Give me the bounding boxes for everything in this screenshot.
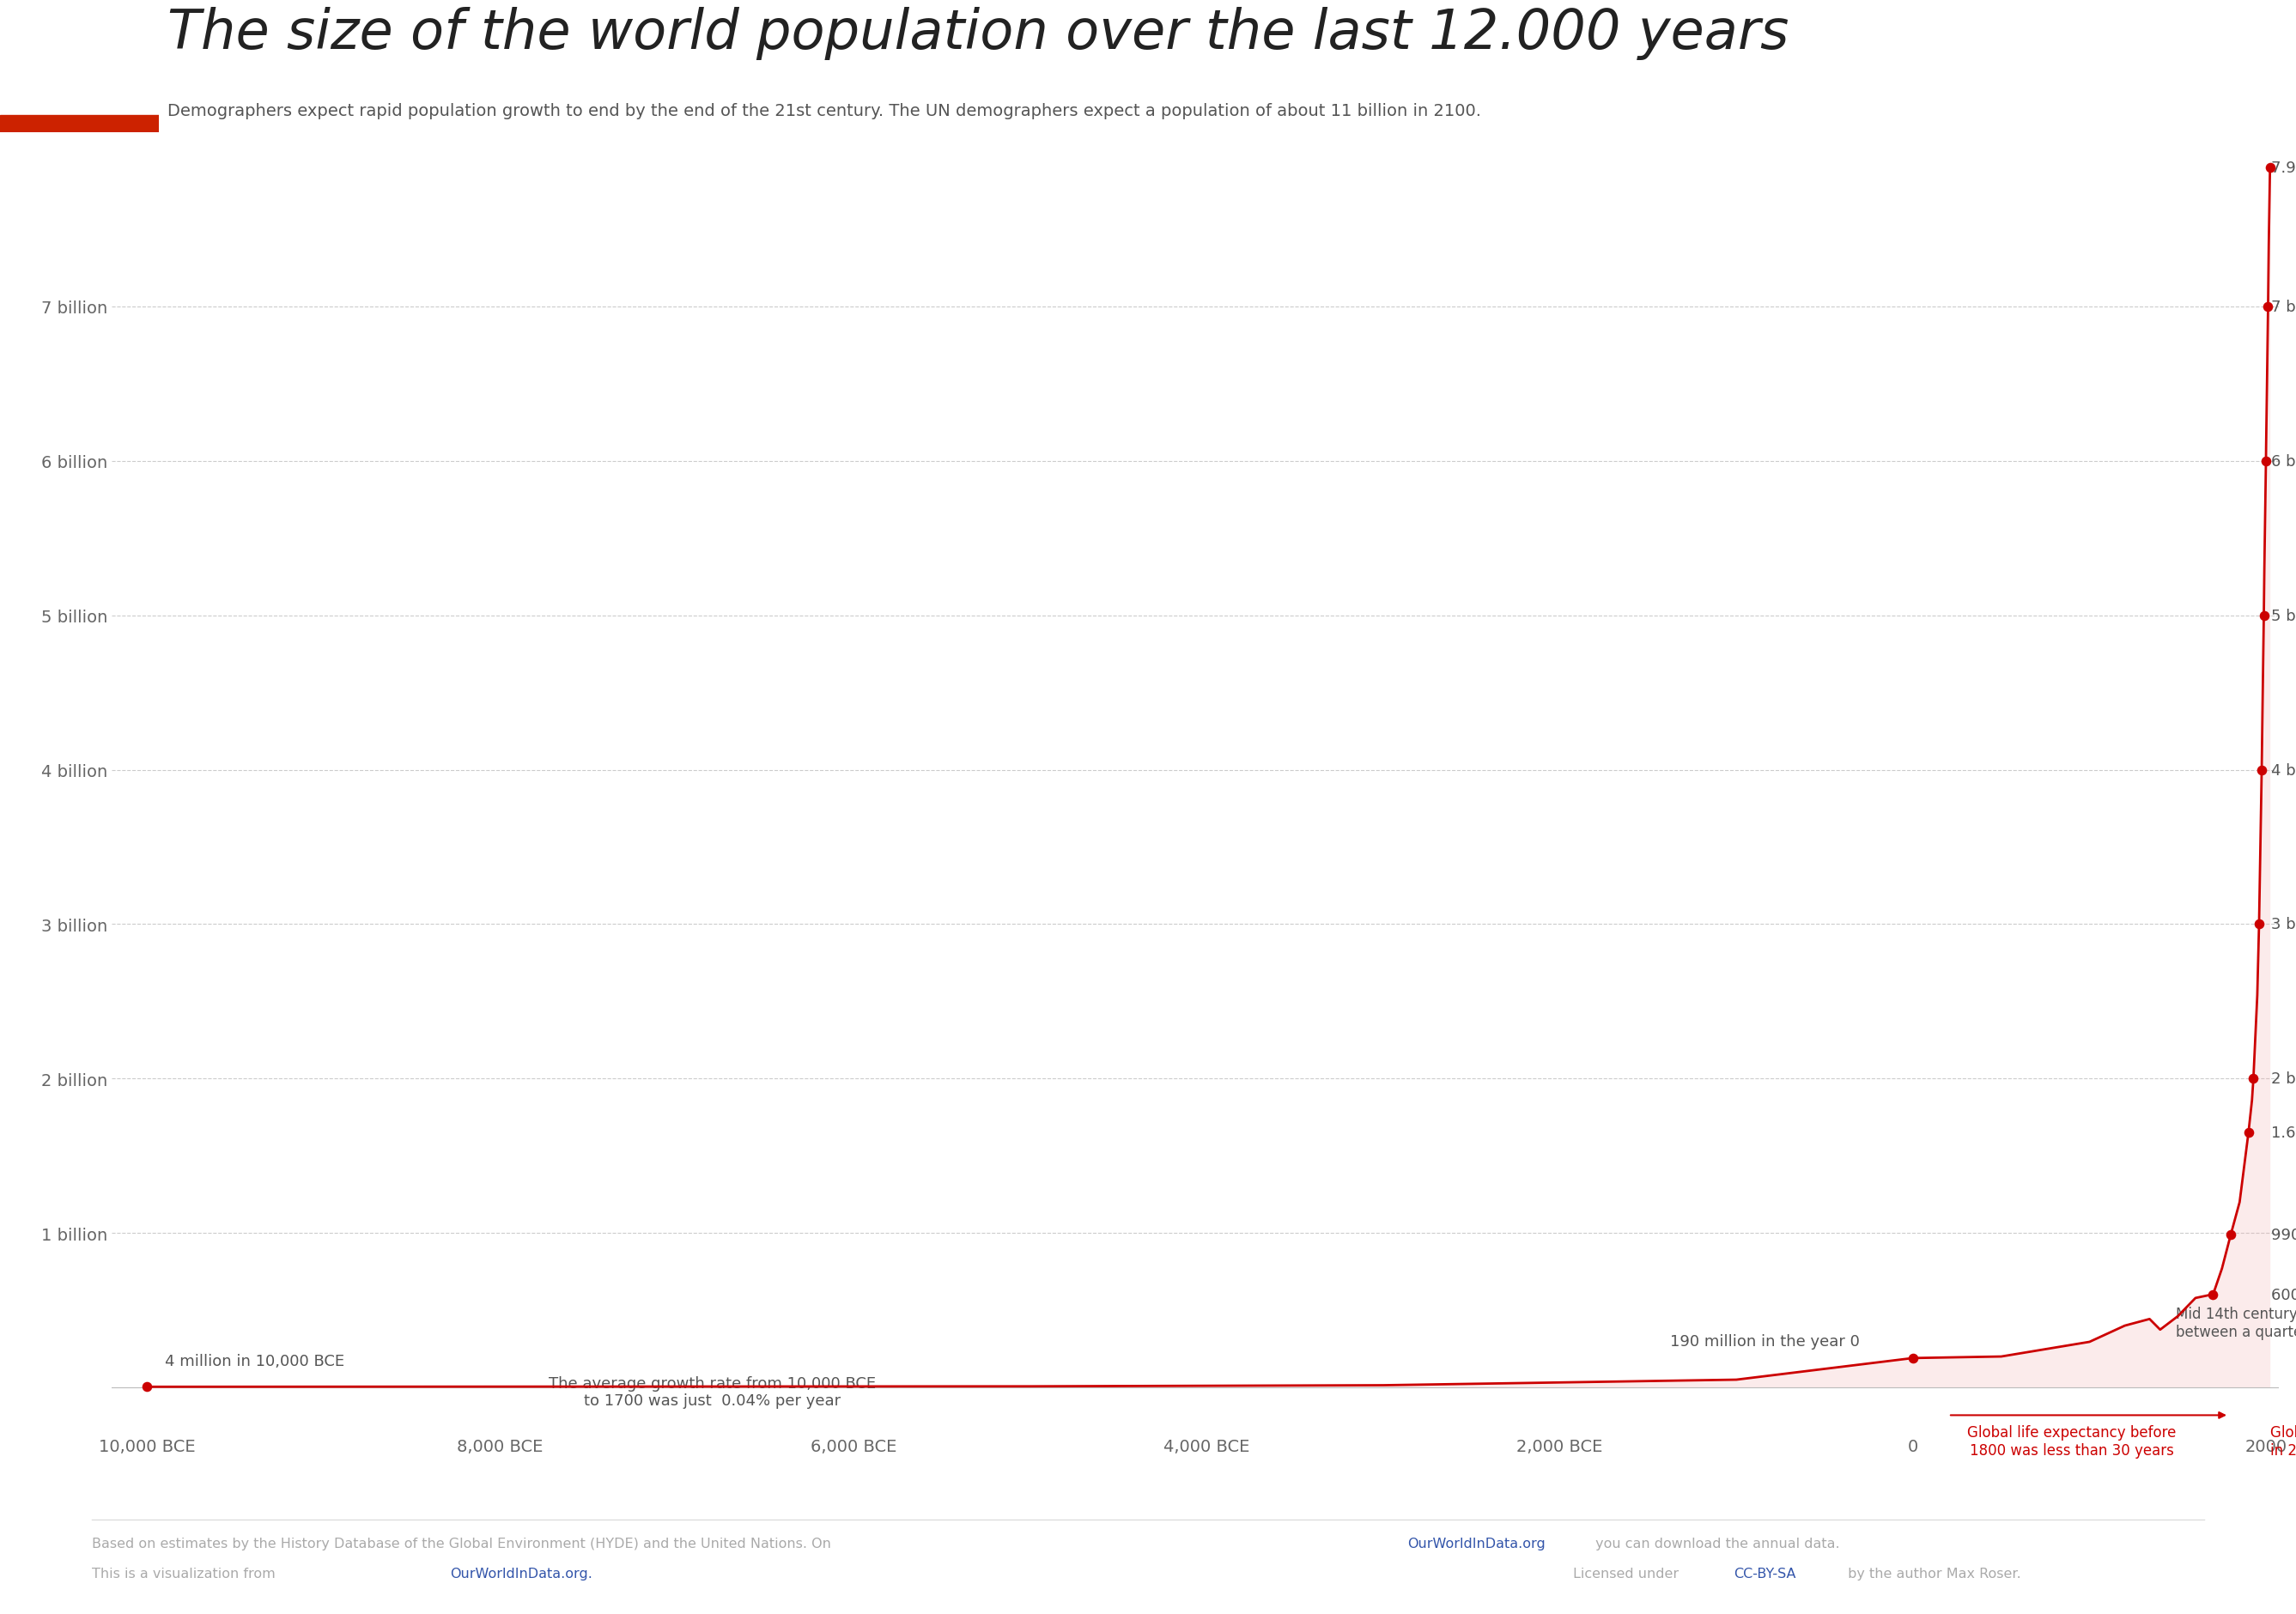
Text: 1.65 billion in 1900: 1.65 billion in 1900 — [2271, 1125, 2296, 1141]
Point — [2243, 757, 2280, 783]
Text: 7.9 billion in 2022: 7.9 billion in 2022 — [2271, 160, 2296, 176]
Text: by the author Max Roser.: by the author Max Roser. — [1844, 1567, 2020, 1580]
Text: you can download the annual data.: you can download the annual data. — [1591, 1537, 1839, 1549]
Text: Demographers expect rapid population growth to end by the end of the 21st centur: Demographers expect rapid population gro… — [168, 103, 1481, 119]
Text: The size of the world population over the last 12.000 years: The size of the world population over th… — [168, 6, 1789, 60]
Point — [2234, 1065, 2271, 1091]
Text: Mid 14th century: The Black Death pandemic killed
between a quarter and half of : Mid 14th century: The Black Death pandem… — [2177, 1306, 2296, 1340]
Text: 600 million in 1700: 600 million in 1700 — [2271, 1286, 2296, 1302]
Text: in Data: in Data — [41, 74, 117, 90]
Point — [129, 1374, 165, 1399]
Point — [2250, 294, 2287, 320]
Text: Licensed under: Licensed under — [1573, 1567, 1683, 1580]
Text: 6 billion in 1999: 6 billion in 1999 — [2271, 454, 2296, 470]
Point — [2245, 604, 2282, 629]
Text: OurWorldInData.org.: OurWorldInData.org. — [450, 1567, 592, 1580]
Text: Based on estimates by the History Database of the Global Environment (HYDE) and : Based on estimates by the History Databa… — [92, 1537, 836, 1549]
Point — [2229, 1120, 2266, 1146]
Point — [2195, 1282, 2232, 1307]
Text: This is a visualization from: This is a visualization from — [92, 1567, 280, 1580]
Text: 3 billion in 1960: 3 billion in 1960 — [2271, 917, 2296, 933]
Text: Global life expectancy
in 2019: 73 years: Global life expectancy in 2019: 73 years — [2271, 1425, 2296, 1457]
Text: 190 million in the year 0: 190 million in the year 0 — [1669, 1333, 1860, 1349]
Text: 4 billion in 1975: 4 billion in 1975 — [2271, 762, 2296, 778]
Text: 2 billion in 1928: 2 billion in 1928 — [2271, 1072, 2296, 1086]
Text: 5 billion in 1987: 5 billion in 1987 — [2271, 608, 2296, 623]
Text: Our World: Our World — [25, 31, 133, 48]
Point — [2252, 155, 2289, 181]
Text: OurWorldInData.org: OurWorldInData.org — [1407, 1537, 1545, 1549]
Text: 7 billion in 2011: 7 billion in 2011 — [2271, 299, 2296, 315]
Point — [2213, 1222, 2250, 1248]
Text: The average growth rate from 10,000 BCE
to 1700 was just  0.04% per year: The average growth rate from 10,000 BCE … — [549, 1375, 875, 1409]
Point — [1894, 1344, 1931, 1370]
Text: 4 million in 10,000 BCE: 4 million in 10,000 BCE — [165, 1354, 344, 1369]
Point — [2241, 912, 2278, 938]
Bar — [0, 116, 158, 132]
Text: Global life expectancy before
1800 was less than 30 years: Global life expectancy before 1800 was l… — [1968, 1425, 2177, 1457]
Text: CC-BY-SA: CC-BY-SA — [1733, 1567, 1795, 1580]
Point — [2248, 449, 2285, 475]
Text: 990 million in 1800: 990 million in 1800 — [2271, 1227, 2296, 1243]
